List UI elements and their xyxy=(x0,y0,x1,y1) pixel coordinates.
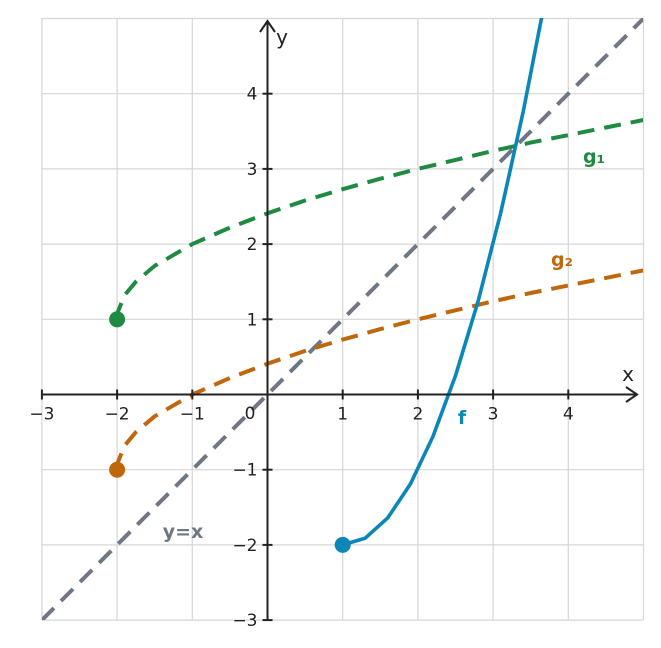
x-tick-label: −3 xyxy=(29,405,54,425)
x-axis-label: x xyxy=(622,362,634,386)
y-axis-arrow-icon xyxy=(259,19,276,33)
y-tick-label: 1 xyxy=(247,310,258,330)
y-tick-label: −3 xyxy=(232,611,257,631)
x-tick-label: 3 xyxy=(488,405,499,425)
x-tick-label: −1 xyxy=(180,405,205,425)
curve-label-g1: g₁ xyxy=(583,146,605,168)
x-tick-label: 2 xyxy=(412,405,423,425)
curve-label-g2: g₂ xyxy=(551,249,573,271)
x-tick-label: −2 xyxy=(105,405,130,425)
series-line-g2 xyxy=(115,268,643,470)
endpoint-g1 xyxy=(109,311,126,328)
x-axis-arrow-icon xyxy=(625,386,639,403)
endpoints xyxy=(109,311,351,553)
y-tick-label: 3 xyxy=(247,160,258,180)
ticks: −3 −2 −1 1 2 3 4 −3 −2 −1 1 2 3 4 xyxy=(29,85,573,631)
x-tick-label: 4 xyxy=(563,405,574,425)
axes xyxy=(42,19,639,620)
curve-label-f: f xyxy=(458,407,467,429)
endpoint-g2 xyxy=(109,461,126,478)
y-axis-label: y xyxy=(276,25,288,49)
labels: x y 0 f g₁ g₂ y=x xyxy=(163,25,634,543)
y-tick-label: 4 xyxy=(247,85,258,105)
series-line-g1 xyxy=(115,118,643,320)
endpoint-f xyxy=(334,536,351,553)
curves xyxy=(42,18,643,620)
y-tick-label: −2 xyxy=(232,536,257,556)
series-line-f xyxy=(342,18,544,547)
x-tick-label: 1 xyxy=(337,405,348,425)
series-line-identity xyxy=(42,18,643,620)
grid-lines xyxy=(41,17,645,621)
origin-label: 0 xyxy=(245,404,256,424)
y-tick-label: 2 xyxy=(247,235,258,255)
curve-label-identity: y=x xyxy=(163,521,204,543)
y-tick-label: −1 xyxy=(232,461,257,481)
